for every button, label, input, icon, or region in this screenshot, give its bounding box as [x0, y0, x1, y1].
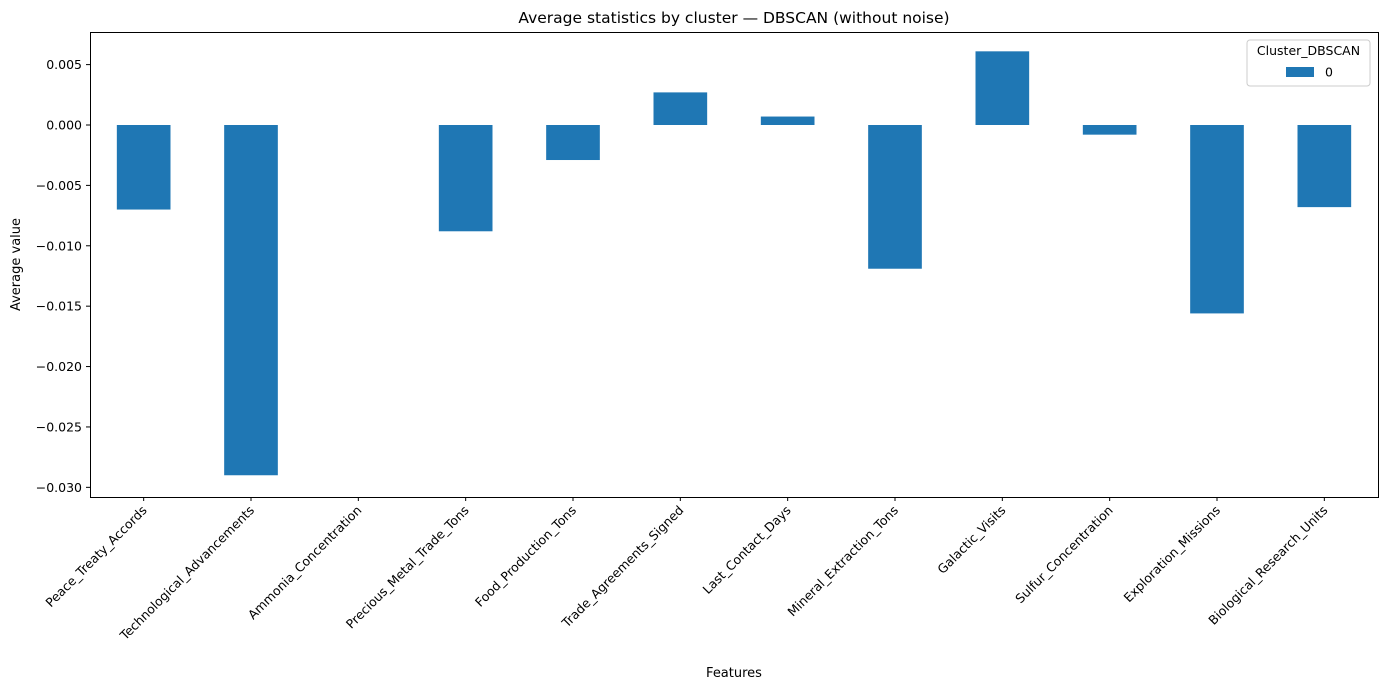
bar-biological-research-units — [1297, 125, 1352, 208]
legend-entry-label: 0 — [1325, 65, 1333, 80]
y-tick-label: −0.030 — [36, 480, 82, 495]
y-tick-label: −0.015 — [36, 299, 82, 314]
legend-title: Cluster_DBSCAN — [1257, 43, 1360, 58]
bar-food-production-tons — [546, 125, 600, 161]
bar-exploration-missions — [1190, 125, 1244, 314]
y-tick-label: −0.005 — [36, 178, 82, 193]
bar-precious-metal-trade-tons — [438, 125, 493, 232]
chart-title: Average statistics by cluster — DBSCAN (… — [518, 9, 949, 27]
y-axis-label: Average value — [9, 218, 24, 311]
x-axis-label: Features — [706, 666, 762, 681]
x-axis: Peace_Treaty_AccordsTechnological_Advanc… — [42, 497, 1330, 643]
legend: Cluster_DBSCAN 0 — [1246, 39, 1371, 87]
bar-sulfur-concentration — [1082, 125, 1137, 135]
x-tick-label: Ammonia_Concentration — [245, 503, 365, 623]
bar-technological-advancements — [224, 125, 278, 476]
legend-box — [1246, 39, 1371, 87]
y-tick-label: −0.020 — [36, 359, 82, 374]
bar-mineral-extraction-tons — [868, 125, 922, 269]
y-tick-label: −0.010 — [36, 238, 82, 253]
x-tick-label: Precious_Metal_Trade_Tons — [343, 503, 472, 632]
legend-swatch — [1286, 67, 1314, 77]
x-tick-label: Galactic_Visits — [934, 503, 1008, 577]
x-tick-label: Sulfur_Concentration — [1012, 503, 1116, 607]
x-tick-label: Exploration_Missions — [1120, 503, 1223, 606]
x-tick-label: Trade_Agreements_Signed — [558, 503, 686, 631]
y-axis: 0.005 0.000 −0.005 −0.010 −0.015 −0.020 −0.025… — [36, 57, 90, 495]
y-tick-label: 0.000 — [46, 118, 82, 133]
x-tick-label: Mineral_Extraction_Tons — [784, 503, 901, 620]
x-tick-label: Biological_Research_Units — [1205, 503, 1330, 628]
x-tick-label: Food_Production_Tons — [472, 503, 579, 610]
x-tick-label: Peace_Treaty_Accords — [42, 503, 149, 610]
plot-frame — [90, 32, 1379, 498]
bar-last-contact-days — [760, 116, 815, 125]
x-tick-label: Last_Contact_Days — [699, 503, 793, 597]
y-tick-label: 0.005 — [46, 57, 82, 72]
bars-layer — [116, 51, 1352, 476]
bar-trade-agreements-signed — [653, 92, 708, 125]
bar-galactic-visits — [975, 51, 1030, 125]
bar-peace-treaty-accords — [116, 125, 171, 210]
y-tick-label: −0.025 — [36, 419, 82, 434]
